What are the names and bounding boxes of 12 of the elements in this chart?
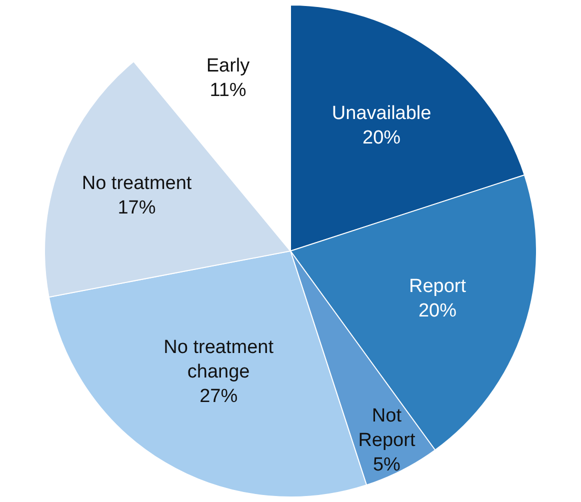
data-label: 20% <box>418 300 457 322</box>
data-label: 17% <box>118 198 156 219</box>
data-label: 20% <box>362 128 401 149</box>
data-label: 27% <box>200 386 238 408</box>
slice-label: No treatment change <box>164 336 274 382</box>
slice-label: Report <box>408 276 467 298</box>
data-label: 5% <box>372 454 401 476</box>
slice-label: Early <box>206 55 250 76</box>
slice-label: Unavailable <box>332 102 432 124</box>
data-label: 11% <box>210 80 246 101</box>
slice-label: No treatment <box>82 172 192 194</box>
slice-label: Not Report <box>358 405 416 452</box>
